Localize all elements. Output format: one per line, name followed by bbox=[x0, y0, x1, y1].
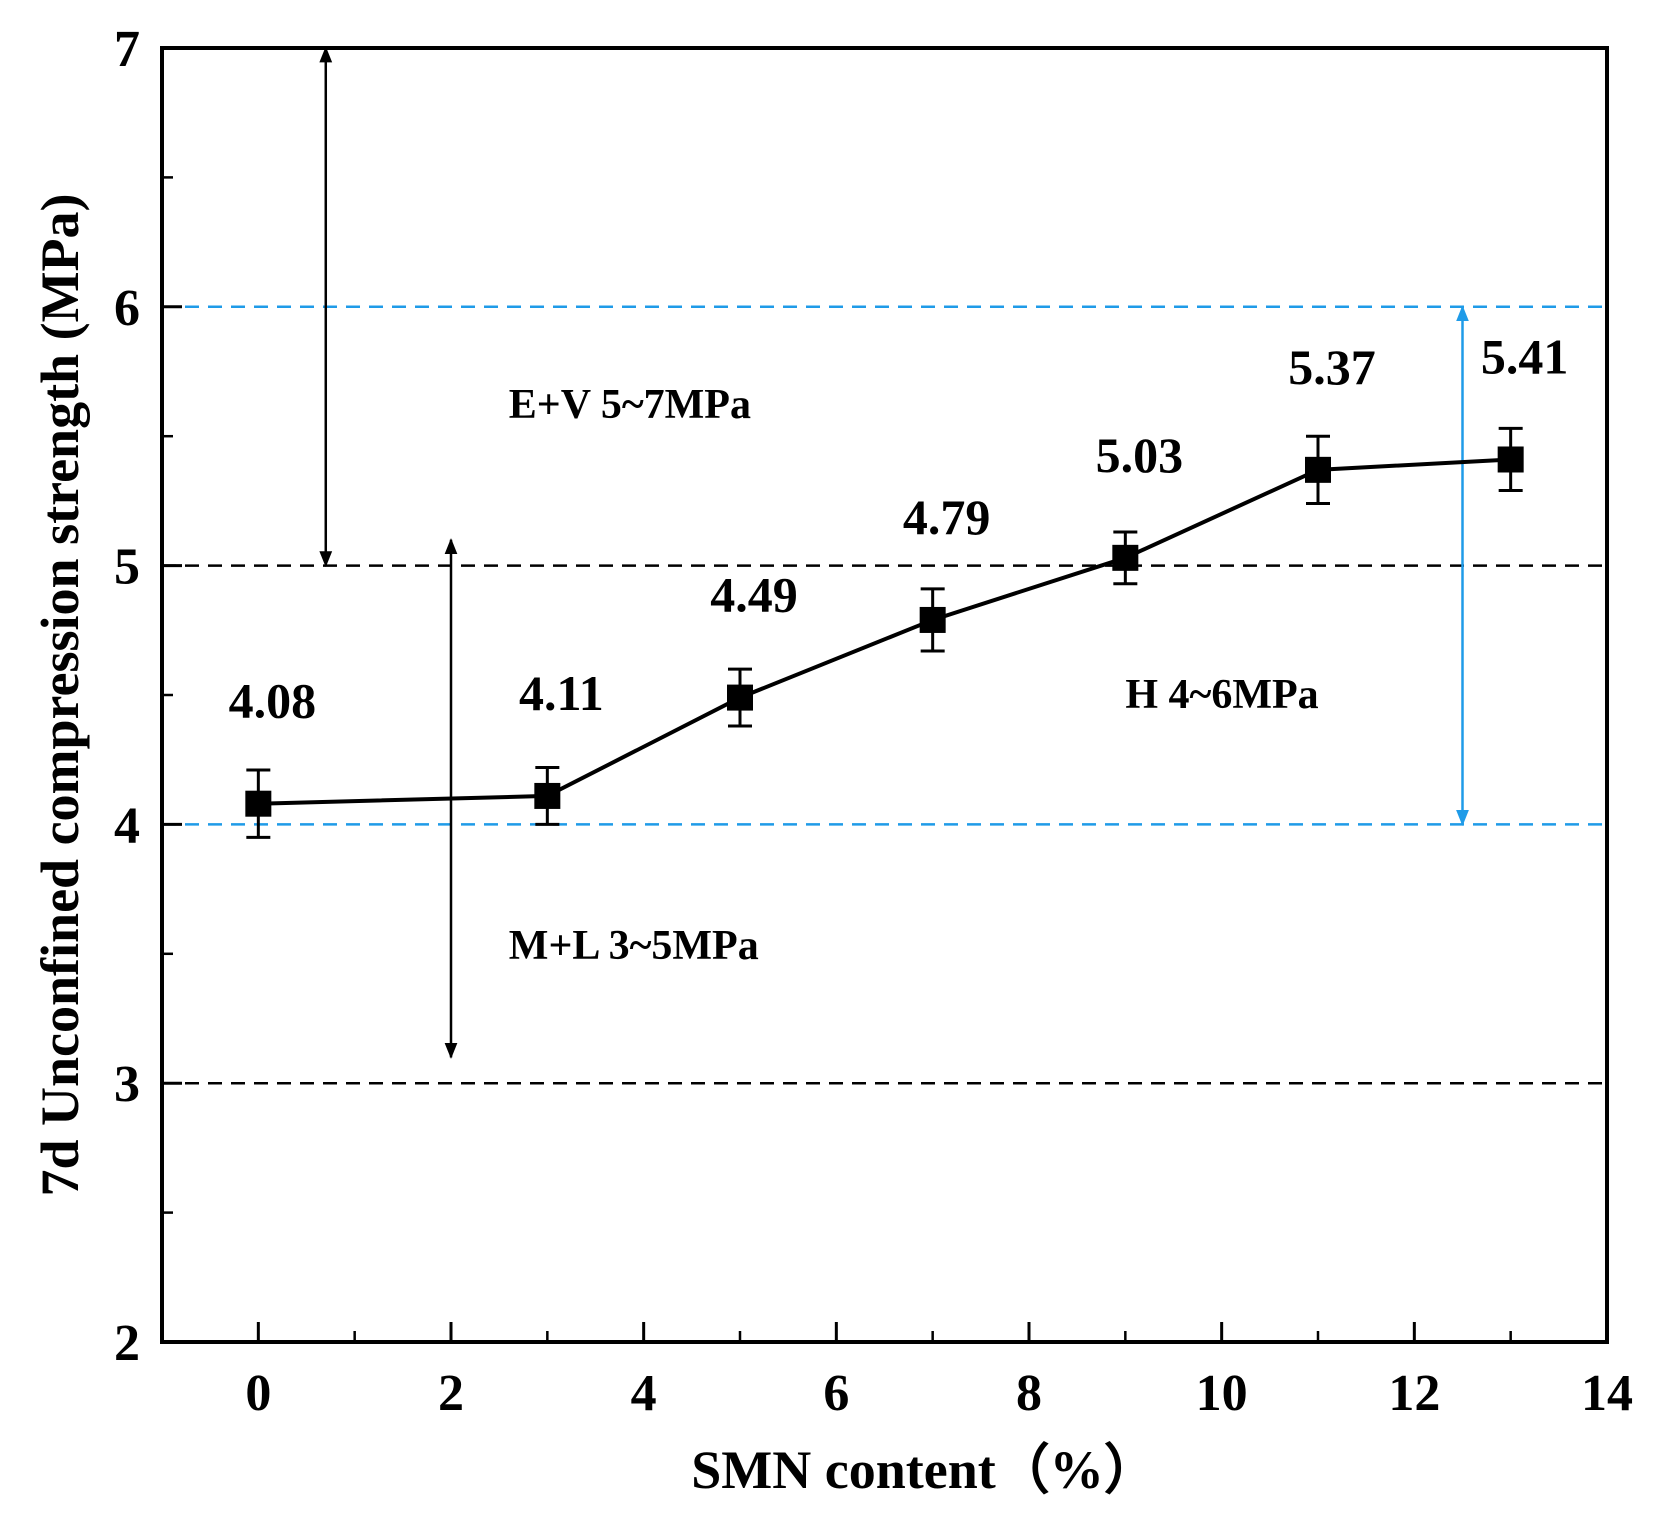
series-line bbox=[258, 457, 1511, 806]
data-label: 4.08 bbox=[229, 673, 317, 729]
axes: 0 2 4 6 8 10 12 14 2 3 4 5 6 7 bbox=[114, 21, 1633, 1422]
plot-frame bbox=[160, 46, 1609, 1344]
y-tick-label: 2 bbox=[114, 1315, 140, 1372]
y-tick-label: 3 bbox=[114, 1056, 140, 1113]
y-tick-label: 7 bbox=[114, 21, 140, 78]
data-point bbox=[1497, 446, 1524, 473]
data-point bbox=[727, 684, 753, 711]
range-label-0: E+V 5~7MPa bbox=[509, 382, 751, 428]
data-label: 5.37 bbox=[1288, 339, 1376, 395]
data-label: 5.41 bbox=[1481, 328, 1569, 384]
range-label-1: M+L 3~5MPa bbox=[509, 923, 759, 969]
data-point bbox=[245, 790, 272, 817]
x-tick-label: 0 bbox=[245, 1365, 271, 1422]
x-tick-label: 14 bbox=[1581, 1365, 1633, 1422]
x-tick-label: 2 bbox=[438, 1365, 464, 1422]
range-label-2: H 4~6MPa bbox=[1125, 672, 1318, 718]
data-point bbox=[1305, 456, 1331, 483]
x-axis-title: SMN content（%） bbox=[691, 1440, 1157, 1500]
data-series: 4.08 4.11 4.49 4.79 5.03 5.37 5.41 bbox=[229, 328, 1569, 839]
x-tick-label: 4 bbox=[631, 1365, 657, 1422]
y-axis-title: 7d Unconfined compression strength (MPa) bbox=[30, 193, 90, 1196]
x-tick-label: 10 bbox=[1196, 1365, 1248, 1422]
x-tick-label: 6 bbox=[823, 1365, 849, 1422]
data-label: 4.79 bbox=[903, 489, 991, 545]
y-tick-label: 6 bbox=[114, 280, 140, 337]
range-annotations: E+V 5~7MPa M+L 3~5MPa H 4~6MPa bbox=[319, 46, 1469, 1059]
reference-lines bbox=[162, 305, 1607, 1085]
data-point bbox=[1112, 544, 1139, 571]
x-tick-label: 12 bbox=[1388, 1365, 1440, 1422]
data-label: 5.03 bbox=[1096, 427, 1184, 483]
data-point bbox=[534, 782, 561, 809]
y-tick-label: 4 bbox=[114, 797, 140, 854]
data-point bbox=[919, 606, 946, 633]
data-label: 4.49 bbox=[710, 567, 798, 623]
y-tick-label: 5 bbox=[114, 539, 140, 596]
data-label: 4.11 bbox=[519, 665, 604, 721]
x-tick-label: 8 bbox=[1016, 1365, 1042, 1422]
